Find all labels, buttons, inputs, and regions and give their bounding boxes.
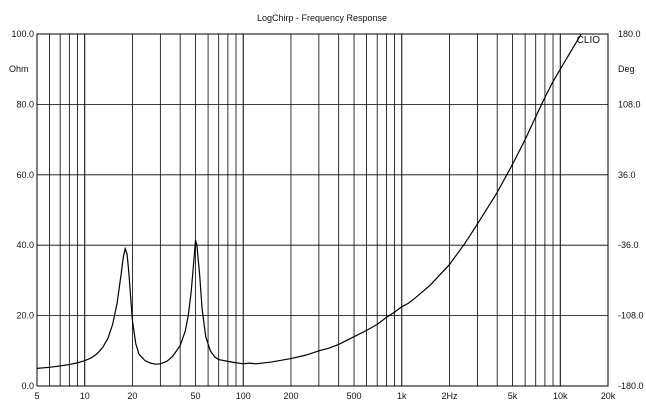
x-tick-label: 20k (601, 391, 616, 401)
x-tick-label: 1k (397, 391, 407, 401)
chart-title: LogChirp - Frequency Response (257, 13, 387, 23)
y2-tick-label: 108.0 (618, 99, 641, 109)
x-tick-label: 100 (236, 391, 251, 401)
y-tick-label: 0.0 (21, 381, 34, 391)
left-axis-unit: Ohm (9, 64, 29, 74)
tick-labels: 0.0 20.0 40.0 60.0 80.0 100.0 -180.0 -108.0 -36.… (11, 29, 643, 401)
y2-tick-label: 180.0 (618, 29, 641, 39)
x-tick-label: 50 (191, 391, 201, 401)
x-tick-label: 2Hz (441, 391, 458, 401)
impedance-curve (36, 33, 582, 369)
x-tick-label: 200 (283, 391, 298, 401)
x-tick-label: 20 (127, 391, 137, 401)
y-tick-label: 60.0 (16, 170, 34, 180)
y-tick-label: 100.0 (11, 29, 34, 39)
x-tick-label: 10 (80, 391, 90, 401)
right-axis-unit: Deg (618, 64, 635, 74)
y2-tick-label: 36.0 (618, 170, 636, 180)
plot-frame (36, 33, 609, 387)
y-tick-label: 80.0 (16, 99, 34, 109)
x-tick-label: 10k (553, 391, 568, 401)
x-tick-label: 5 (34, 391, 39, 401)
y2-tick-label: -36.0 (618, 240, 639, 250)
x-tick-label: 500 (347, 391, 362, 401)
y2-tick-label: -180.0 (618, 381, 644, 391)
y-tick-label: 20.0 (16, 311, 34, 321)
x-tick-label: 5k (508, 391, 518, 401)
clio-brand-label: CLIO (577, 35, 601, 46)
y2-tick-label: -108.0 (618, 311, 644, 321)
y-tick-label: 40.0 (16, 240, 34, 250)
grid (37, 34, 608, 386)
